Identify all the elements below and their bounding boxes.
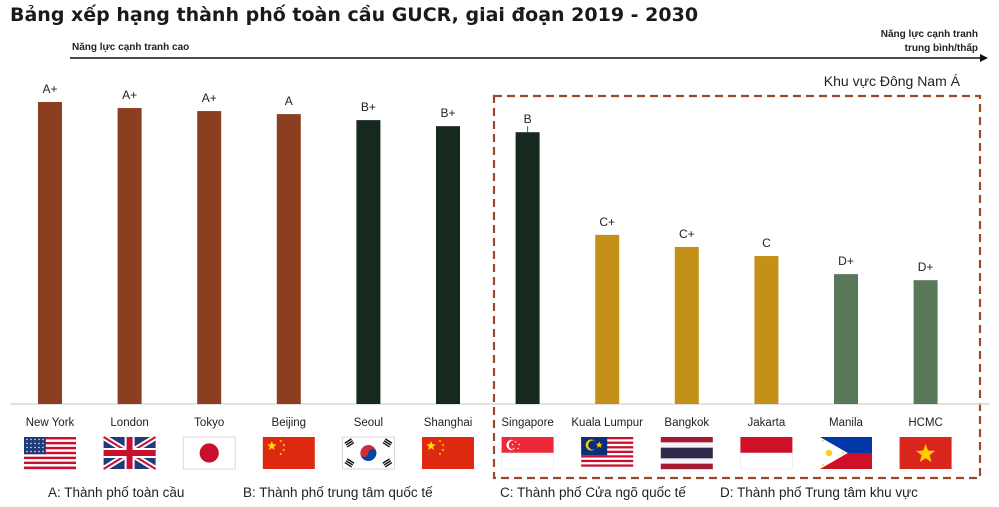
bar-new-york: [38, 102, 62, 404]
bar-singapore: [515, 132, 540, 404]
category-label: Manila: [829, 417, 863, 429]
category-label: Beijing: [272, 417, 307, 429]
philippines-flag: [820, 437, 872, 469]
chart-title: Bảng xếp hạng thành phố toàn cầu GUCR, g…: [10, 4, 699, 26]
grade-label: A+: [122, 88, 137, 102]
grade-label: A+: [202, 91, 217, 105]
grade-label: C+: [599, 215, 615, 229]
grade-label: D+: [918, 260, 934, 274]
bar-london: [117, 108, 142, 404]
bar-jakarta: [754, 256, 779, 404]
thailand-flag: [660, 437, 713, 470]
legend-d: D: Thành phố Trung tâm khu vực: [720, 485, 918, 500]
grade-label: B: [524, 112, 532, 126]
grade-label: C+: [679, 227, 695, 241]
vietnam-flag: [899, 437, 952, 469]
grade-label: A+: [42, 82, 57, 96]
bar-kuala-lumpur: [595, 234, 620, 404]
bar-hcmc: [913, 280, 938, 404]
indonesia-flag: [740, 437, 793, 470]
bar-seoul: [356, 120, 381, 405]
grade-label: D+: [838, 254, 854, 268]
arrow-left-label: Năng lực cạnh tranh cao: [72, 42, 189, 53]
category-label: London: [110, 417, 148, 429]
competitiveness-arrow: [70, 54, 988, 62]
category-label: Bangkok: [664, 417, 709, 429]
category-label: New York: [26, 417, 75, 429]
category-label: HCMC: [908, 417, 943, 429]
bar-manila: [834, 274, 858, 404]
category-label: Jakarta: [748, 417, 786, 429]
china-flag: [422, 437, 474, 469]
china-flag: [262, 437, 315, 469]
arrow-right-label-2: trung bình/thấp: [905, 42, 978, 54]
bar-bangkok: [674, 246, 699, 404]
grade-label: A: [285, 94, 293, 108]
legend-c: C: Thành phố Cửa ngõ quốc tế: [500, 485, 686, 500]
category-label: Tokyo: [194, 417, 224, 429]
legend-a: A: Thành phố toàn cầu: [48, 485, 184, 500]
south-korea-flag: [341, 436, 395, 470]
uk-flag: [102, 434, 158, 472]
category-label: Shanghai: [424, 417, 473, 429]
category-label: Singapore: [501, 417, 553, 429]
grade-label: B+: [361, 100, 376, 114]
bar-tokyo: [197, 111, 222, 404]
malaysia-flag: [581, 437, 634, 470]
arrow-right-label-1: Năng lực cạnh tranh: [881, 29, 978, 40]
singapore-flag: [501, 437, 554, 470]
category-label: Seoul: [354, 417, 383, 429]
usa-flag: [24, 437, 76, 470]
grade-label: C: [762, 236, 771, 250]
legend-b: B: Thành phố trung tâm quốc tế: [243, 485, 433, 500]
japan-flag: [182, 436, 236, 470]
region-label: Khu vực Đông Nam Á: [824, 73, 961, 89]
bar-beijing: [276, 114, 301, 404]
category-label: Kuala Lumpur: [571, 417, 643, 429]
bar-shanghai: [436, 126, 460, 404]
southeast-asia-region-box: [492, 94, 982, 480]
grade-label: B+: [440, 106, 455, 120]
